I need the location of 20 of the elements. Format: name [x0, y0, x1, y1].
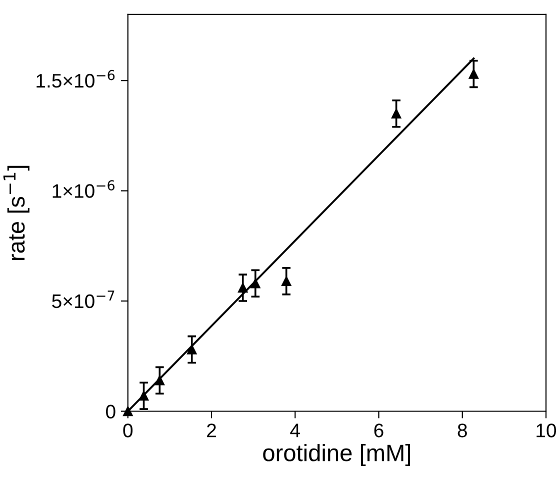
x-tick-label: 4 [290, 424, 300, 438]
point [391, 108, 402, 118]
point [468, 69, 479, 79]
point [281, 276, 292, 286]
point [154, 376, 165, 386]
x-tick-label: 2 [207, 424, 216, 438]
y-axis-title: rate [s$^{−1}$] [3, 166, 30, 260]
y-tick-label: 1×10$^{−6}$ [52, 180, 115, 198]
y-tick-label: 1.5×10$^{−6}$ [36, 70, 115, 88]
point [186, 344, 197, 354]
x-tick-label: 6 [374, 424, 384, 438]
x-axis-title: orotidine [mM] [263, 444, 410, 466]
point [250, 278, 260, 288]
point [238, 282, 248, 293]
y-tick-label: 5×10$^{−7}$ [52, 290, 114, 308]
x-tick-label: 10 [536, 424, 556, 438]
x-tick-label: 0 [123, 424, 133, 438]
y-tick-label: 0 [106, 404, 116, 418]
point [138, 390, 149, 401]
x-tick-label: 8 [458, 424, 467, 438]
